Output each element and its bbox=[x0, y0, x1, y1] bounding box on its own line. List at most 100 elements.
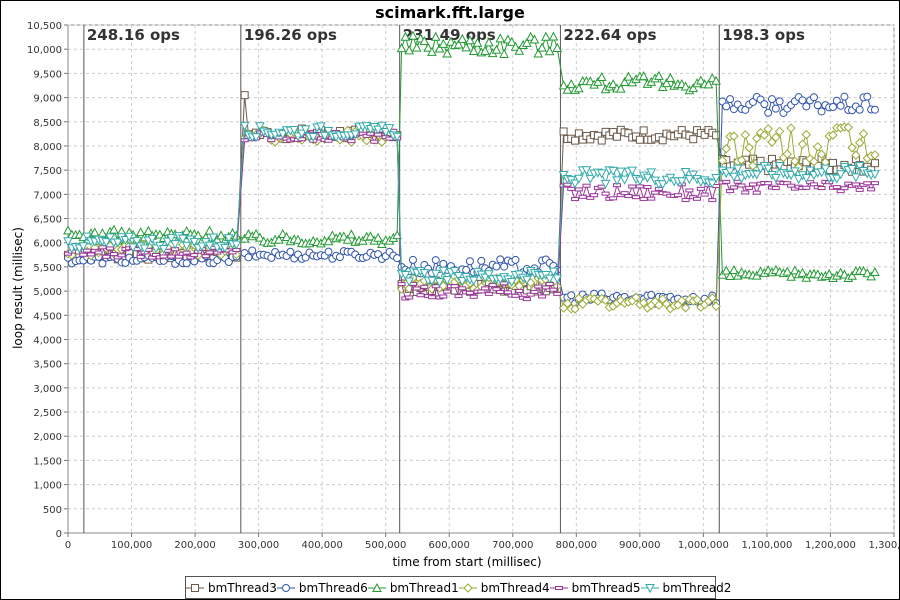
data-point-bmThread4 bbox=[854, 138, 865, 148]
data-point-bmThread2 bbox=[816, 168, 827, 178]
data-point-bmThread1 bbox=[797, 267, 808, 277]
legend-label: bmThread5 bbox=[571, 580, 641, 595]
data-point-bmThread2 bbox=[427, 276, 437, 286]
data-point-bmThread5 bbox=[632, 195, 641, 200]
data-point-bmThread5 bbox=[167, 254, 176, 259]
data-point-bmThread5 bbox=[538, 294, 547, 299]
data-point-bmThread5 bbox=[370, 139, 379, 144]
data-point-bmThread5 bbox=[549, 287, 558, 292]
data-point-bmThread2 bbox=[635, 176, 645, 186]
data-point-bmThread2 bbox=[684, 175, 695, 185]
data-point-bmThread5 bbox=[590, 193, 599, 198]
data-point-bmThread6 bbox=[863, 92, 872, 101]
data-point-bmThread1 bbox=[392, 230, 402, 240]
data-point-bmThread1 bbox=[274, 234, 284, 244]
data-point-bmThread5 bbox=[643, 185, 652, 190]
data-point-bmThread5 bbox=[412, 286, 421, 291]
y-tick-label: 5,500 bbox=[33, 263, 62, 274]
data-point-bmThread5 bbox=[534, 284, 543, 289]
data-point-bmThread2 bbox=[786, 171, 796, 181]
y-tick-label: 6,500 bbox=[33, 215, 62, 226]
data-point-bmThread1 bbox=[608, 79, 618, 89]
data-point-bmThread6 bbox=[98, 259, 107, 268]
data-point-bmThread1 bbox=[438, 38, 449, 48]
data-point-bmThread1 bbox=[480, 45, 490, 55]
data-point-bmThread2 bbox=[350, 130, 361, 140]
data-point-bmThread2 bbox=[177, 234, 188, 244]
data-point-bmThread5 bbox=[624, 194, 633, 199]
data-point-bmThread5 bbox=[817, 186, 826, 191]
data-point-bmThread5 bbox=[511, 293, 520, 298]
legend-label: bmThread3 bbox=[208, 580, 277, 595]
data-point-bmThread1 bbox=[484, 37, 494, 47]
data-point-bmThread2 bbox=[377, 121, 387, 131]
data-point-bmThread1 bbox=[593, 76, 603, 86]
data-point-bmThread4 bbox=[631, 292, 641, 302]
data-point-bmThread1 bbox=[510, 41, 521, 51]
x-tick-label: 400,000 bbox=[301, 540, 342, 551]
data-point-bmThread6 bbox=[836, 101, 845, 110]
data-point-bmThread5 bbox=[427, 295, 436, 300]
data-point-bmThread5 bbox=[117, 253, 126, 258]
data-point-bmThread5 bbox=[553, 291, 562, 296]
data-point-bmThread4 bbox=[707, 293, 717, 303]
data-point-bmThread5 bbox=[639, 196, 648, 201]
data-point-bmThread2 bbox=[570, 179, 580, 189]
data-point-bmThread2 bbox=[434, 278, 445, 288]
data-point-bmThread5 bbox=[851, 182, 860, 187]
data-point-bmThread2 bbox=[392, 132, 402, 142]
data-point-bmThread5 bbox=[628, 184, 637, 189]
data-point-bmThread2 bbox=[793, 175, 804, 185]
data-point-bmThread1 bbox=[408, 30, 418, 40]
legend-item-bmThread6: bmThread6 bbox=[276, 581, 368, 595]
data-point-bmThread4 bbox=[813, 142, 823, 152]
data-point-bmThread5 bbox=[530, 289, 539, 294]
data-point-bmThread5 bbox=[443, 289, 452, 294]
data-point-bmThread1 bbox=[703, 79, 714, 89]
data-point-bmThread1 bbox=[423, 42, 433, 52]
data-point-bmThread4 bbox=[851, 150, 861, 160]
data-point-bmThread2 bbox=[457, 277, 468, 287]
data-point-bmThread3 bbox=[829, 158, 838, 167]
data-point-bmThread4 bbox=[797, 139, 808, 149]
data-point-bmThread5 bbox=[745, 185, 754, 190]
data-point-bmThread4 bbox=[654, 300, 664, 310]
data-point-bmThread5 bbox=[405, 295, 414, 300]
legend-label: bmThread1 bbox=[389, 580, 459, 595]
data-point-bmThread5 bbox=[431, 284, 440, 289]
y-tick-label: 5,000 bbox=[33, 287, 62, 298]
data-point-bmThread1 bbox=[574, 83, 584, 93]
data-point-bmThread2 bbox=[790, 167, 800, 177]
data-point-bmThread2 bbox=[166, 234, 177, 244]
x-axis-label: time from start (millisec) bbox=[392, 555, 541, 569]
data-point-bmThread5 bbox=[503, 290, 512, 295]
data-point-bmThread2 bbox=[132, 237, 142, 247]
data-point-bmThread5 bbox=[802, 185, 811, 190]
data-point-bmThread2 bbox=[124, 232, 135, 242]
data-point-bmThread1 bbox=[453, 39, 464, 49]
data-point-bmThread5 bbox=[647, 196, 656, 201]
x-tick-label: 1,300,000 bbox=[869, 540, 900, 551]
data-point-bmThread6 bbox=[722, 102, 731, 111]
data-point-bmThread6 bbox=[500, 262, 509, 271]
legend-swatch bbox=[367, 582, 386, 592]
data-point-bmThread2 bbox=[438, 266, 449, 276]
data-point-bmThread5 bbox=[567, 186, 576, 191]
data-point-bmThread5 bbox=[98, 245, 107, 250]
data-point-bmThread6 bbox=[768, 95, 777, 104]
data-point-bmThread1 bbox=[514, 45, 525, 55]
legend-label: bmThread4 bbox=[480, 580, 550, 595]
legend-item-bmThread2: bmThread2 bbox=[640, 581, 731, 595]
data-point-bmThread5 bbox=[190, 253, 199, 258]
data-point-bmThread1 bbox=[866, 271, 876, 281]
data-point-bmThread2 bbox=[680, 167, 691, 178]
data-point-bmThread6 bbox=[393, 254, 402, 263]
data-point-bmThread5 bbox=[752, 190, 761, 195]
data-point-bmThread2 bbox=[162, 237, 173, 247]
y-tick-label: 3,500 bbox=[33, 360, 62, 371]
data-point-bmThread6 bbox=[855, 105, 864, 114]
data-point-bmThread2 bbox=[158, 245, 169, 255]
y-tick-label: 1,000 bbox=[33, 481, 62, 492]
x-tick-label: 1,000,000 bbox=[678, 540, 729, 551]
data-point-bmThread1 bbox=[541, 31, 551, 41]
